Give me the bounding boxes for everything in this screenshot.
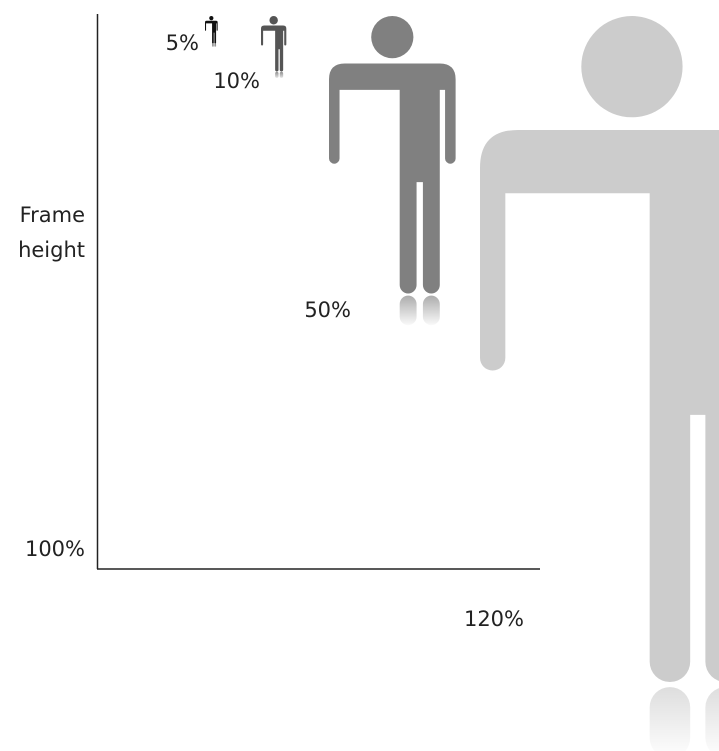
figure-5-percent-reflection — [211, 43, 217, 49]
axis-label-line1: Frame — [20, 203, 85, 227]
figure-label-120: 120% — [464, 607, 524, 631]
figure-120-percent — [480, 16, 719, 751]
figure-120-percent-reflection-fade — [631, 687, 719, 751]
figure-label-5: 5% — [166, 31, 199, 55]
figure-5-percent — [205, 16, 218, 49]
figure-10-percent-reflection — [273, 71, 285, 80]
figure-120-percent-silhouette — [480, 16, 719, 682]
figures-group — [205, 16, 719, 751]
figure-120-percent-reflection — [631, 687, 719, 751]
figure-label-10: 10% — [213, 69, 260, 93]
figure-10-percent-reflection-fade — [273, 71, 285, 80]
figure-50-percent — [329, 16, 456, 328]
figure-10-percent — [261, 16, 287, 80]
figure-5-percent-reflection-fade — [211, 43, 217, 49]
figure-50-percent-reflection-fade — [392, 295, 446, 328]
figure-label-50: 50% — [304, 298, 351, 322]
figure-10-percent-silhouette — [261, 16, 287, 72]
axis-label-line2: height — [18, 238, 85, 262]
figure-50-percent-reflection — [392, 295, 446, 328]
axis-tick-label: 100% — [25, 537, 85, 561]
figure-50-percent-silhouette — [329, 16, 456, 294]
figure-5-percent-silhouette — [205, 16, 218, 44]
